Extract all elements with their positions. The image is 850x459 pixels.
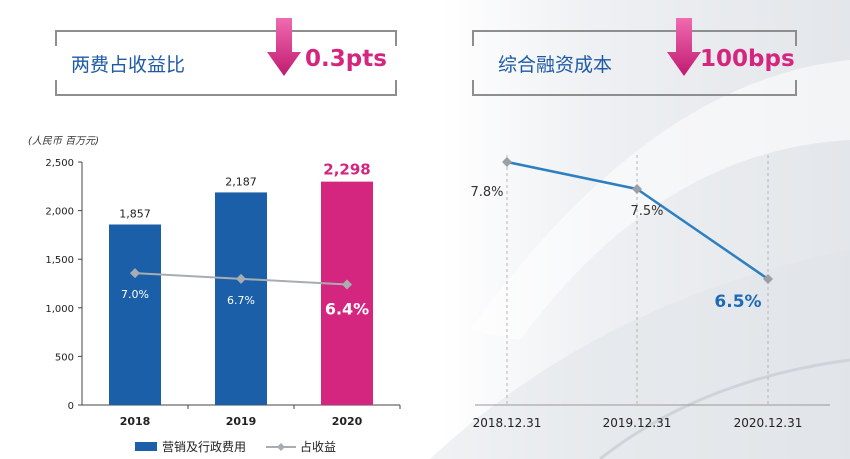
y-tick-label: 2,000 [45,207,74,218]
kpi-box-expense-ratio: 两费占收益比 0.3pts [55,18,397,96]
bar [321,181,373,405]
arrow-down-icon [267,18,301,76]
y-tick-label: 0 [68,401,74,412]
legend-label-bar: 营销及行政费用 [162,440,247,454]
kpi-label: 综合融资成本 [498,54,613,76]
unit-label: (人民币 百万元) [28,136,99,147]
x-tick-label: 2018 [120,415,151,428]
arrow-down-icon [667,18,701,76]
x-tick-label: 2020 [332,415,363,428]
bar [215,192,267,405]
kpi-value: 0.3pts [305,46,387,72]
y-tick-label: 2,500 [45,158,74,169]
cost-value-label: 7.8% [470,185,503,200]
legend-label-line: 占收益 [300,440,337,454]
x-tick-label: 2020.12.31 [734,416,803,430]
chart-legend: 营销及行政费用 占收益 [135,438,336,455]
kpi-value: 100bps [700,46,795,72]
bar-value-label: 2,298 [323,161,370,179]
ratio-value-label: 6.4% [325,299,369,318]
x-tick-label: 2019.12.31 [603,416,672,430]
cost-value-label: 6.5% [714,292,761,312]
ratio-value-label: 7.0% [121,288,149,301]
bar [109,224,161,405]
kpi-box-financing-cost: 综合融资成本 100bps [472,18,797,96]
financing-cost-line-chart: 2018.12.31 2019.12.31 2020.12.31 7.8% 7.5% 6.… [470,155,830,430]
ratio-point [236,273,246,284]
expense-bar-chart: 0 500 1,000 1,500 2,000 2,500 1,857 2018 2,187 20… [45,158,401,428]
legend-swatch-line [266,442,297,451]
y-tick-label: 1,000 [45,304,74,315]
kpi-label: 两费占收益比 [71,54,186,76]
cost-point [502,157,512,167]
cost-point [632,184,642,194]
bar-value-label: 1,857 [119,207,151,220]
bar-value-label: 2,187 [225,175,257,188]
y-tick-label: 1,500 [45,255,74,266]
x-tick-label: 2019 [226,415,257,428]
legend-swatch-bar [135,442,157,451]
y-tick-label: 500 [55,352,74,363]
cost-value-label: 7.5% [630,204,663,219]
cost-point [763,274,773,284]
ratio-point [130,268,140,279]
ratio-point [342,279,352,290]
x-tick-label: 2018.12.31 [473,416,542,430]
ratio-value-label: 6.7% [227,294,255,307]
